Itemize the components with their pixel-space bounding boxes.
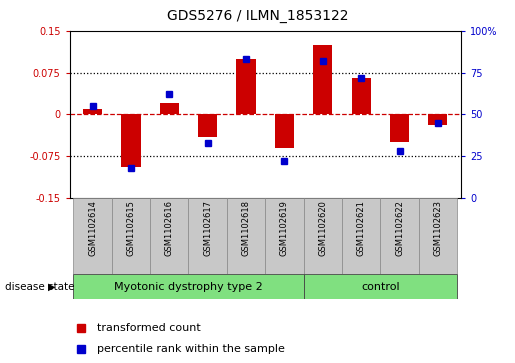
Bar — [122, 114, 141, 167]
FancyBboxPatch shape — [265, 198, 304, 274]
Text: GSM1102620: GSM1102620 — [318, 200, 328, 256]
Bar — [428, 114, 448, 126]
Bar — [198, 114, 217, 136]
Bar — [160, 103, 179, 114]
FancyBboxPatch shape — [342, 198, 381, 274]
Text: GSM1102623: GSM1102623 — [434, 200, 442, 256]
Text: GSM1102622: GSM1102622 — [395, 200, 404, 256]
Bar — [390, 114, 409, 142]
FancyBboxPatch shape — [304, 198, 342, 274]
Bar — [236, 59, 255, 114]
Text: GSM1102615: GSM1102615 — [126, 200, 135, 256]
Text: percentile rank within the sample: percentile rank within the sample — [97, 344, 285, 354]
Bar — [83, 109, 102, 114]
Text: GDS5276 / ILMN_1853122: GDS5276 / ILMN_1853122 — [167, 9, 348, 23]
Bar — [313, 45, 332, 114]
FancyBboxPatch shape — [227, 198, 265, 274]
FancyBboxPatch shape — [381, 198, 419, 274]
Text: transformed count: transformed count — [97, 323, 201, 333]
Text: GSM1102614: GSM1102614 — [88, 200, 97, 256]
FancyBboxPatch shape — [73, 274, 304, 299]
Text: ▶: ▶ — [48, 282, 56, 292]
Text: disease state: disease state — [5, 282, 75, 292]
FancyBboxPatch shape — [112, 198, 150, 274]
Text: GSM1102619: GSM1102619 — [280, 200, 289, 256]
FancyBboxPatch shape — [419, 198, 457, 274]
FancyBboxPatch shape — [150, 198, 188, 274]
Text: control: control — [361, 282, 400, 292]
Text: Myotonic dystrophy type 2: Myotonic dystrophy type 2 — [114, 282, 263, 292]
FancyBboxPatch shape — [304, 274, 457, 299]
Text: GSM1102616: GSM1102616 — [165, 200, 174, 256]
Text: GSM1102621: GSM1102621 — [357, 200, 366, 256]
Text: GSM1102618: GSM1102618 — [242, 200, 250, 256]
Text: GSM1102617: GSM1102617 — [203, 200, 212, 256]
Bar — [352, 78, 371, 114]
Bar — [275, 114, 294, 148]
FancyBboxPatch shape — [188, 198, 227, 274]
FancyBboxPatch shape — [73, 198, 112, 274]
